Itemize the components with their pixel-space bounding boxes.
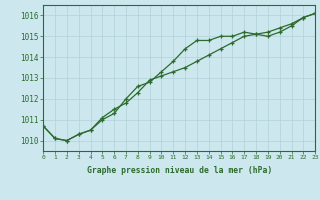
- X-axis label: Graphe pression niveau de la mer (hPa): Graphe pression niveau de la mer (hPa): [87, 166, 272, 175]
